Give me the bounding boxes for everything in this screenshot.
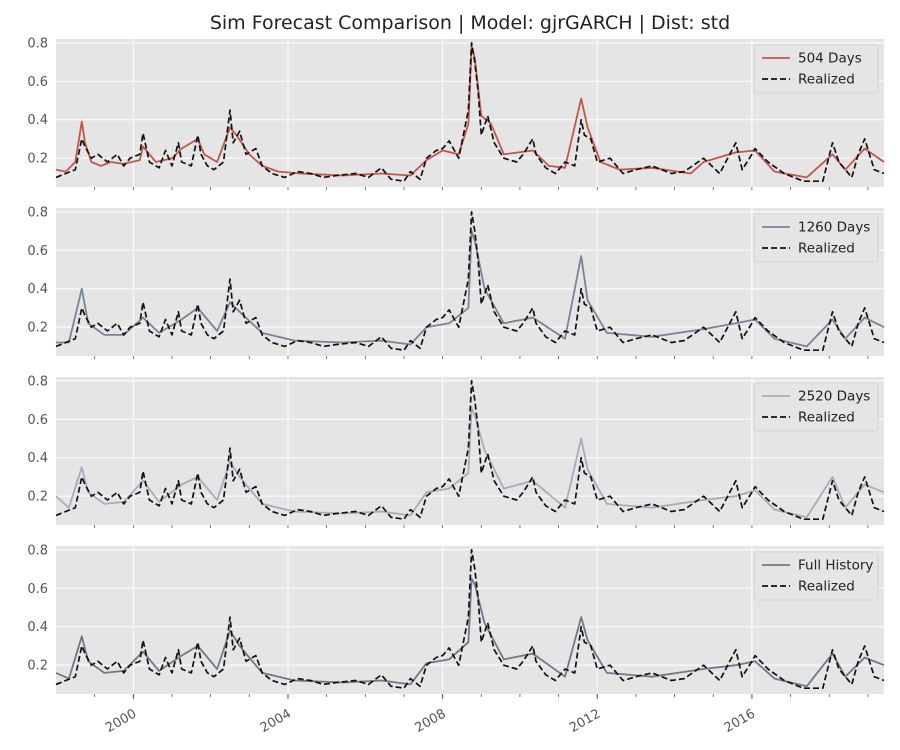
realized-line bbox=[55, 210, 885, 352]
legend: Full History Realized bbox=[753, 551, 879, 601]
y-tick-label: 0.2 bbox=[27, 152, 48, 167]
series-line-2520-days bbox=[55, 406, 885, 519]
x-tick-label: 2000 bbox=[103, 706, 139, 736]
y-tick-label: 0.2 bbox=[27, 659, 48, 674]
legend-label-realized: Realized bbox=[798, 410, 855, 426]
legend-box bbox=[753, 551, 879, 601]
legend-box bbox=[753, 44, 879, 94]
legend-box bbox=[753, 382, 879, 432]
y-tick-label: 0.6 bbox=[27, 244, 48, 259]
y-tick-label: 0.6 bbox=[27, 75, 48, 90]
legend-label-series: Full History bbox=[798, 558, 873, 574]
x-tick-label: 2016 bbox=[722, 706, 758, 736]
series-line-504-days bbox=[55, 45, 885, 179]
y-tick-label: 0.6 bbox=[27, 413, 48, 428]
realized-line bbox=[55, 379, 885, 521]
series-line-1260-days bbox=[56, 230, 885, 348]
legend-label-series: 2520 Days bbox=[798, 389, 870, 405]
panel-2: 0.2 0.4 0.6 0.8 1260 Days Realized bbox=[27, 205, 885, 359]
panel-4: 0.2 0.4 0.6 0.8 Full History Realized bbox=[27, 543, 885, 697]
y-tick-label: 0.4 bbox=[27, 113, 48, 128]
y-tick-label: 0.8 bbox=[27, 543, 48, 558]
y-tick-label: 0.4 bbox=[27, 451, 48, 466]
legend: 1260 Days Realized bbox=[753, 213, 879, 263]
legend-label-realized: Realized bbox=[798, 579, 855, 595]
x-tick-label: 2008 bbox=[412, 706, 448, 736]
y-tick-label: 0.8 bbox=[27, 374, 48, 389]
legend-label-realized: Realized bbox=[798, 241, 855, 257]
series-line-full-history bbox=[55, 577, 885, 688]
x-tick-label: 2012 bbox=[567, 706, 603, 736]
legend-label-series: 1260 Days bbox=[798, 220, 870, 236]
realized-line bbox=[55, 548, 885, 690]
x-axis: 2000 2004 2008 2012 2016 bbox=[103, 694, 758, 736]
y-tick-label: 0.4 bbox=[27, 282, 48, 297]
y-tick-label: 0.8 bbox=[27, 205, 48, 220]
legend: 504 Days Realized bbox=[753, 44, 879, 94]
y-tick-label: 0.8 bbox=[27, 36, 48, 51]
legend-box bbox=[753, 213, 879, 263]
y-tick-label: 0.2 bbox=[27, 490, 48, 505]
panel-3: 0.2 0.4 0.6 0.8 2520 Days Realized bbox=[27, 374, 885, 528]
chart-title: Sim Forecast Comparison | Model: gjrGARC… bbox=[210, 12, 730, 34]
y-tick-label: 0.2 bbox=[27, 321, 48, 336]
x-tick-label: 2004 bbox=[258, 706, 294, 736]
panel-1: 0.2 0.4 0.6 0.8 504 Days Realized bbox=[27, 36, 885, 190]
legend: 2520 Days Realized bbox=[753, 382, 879, 432]
realized-line bbox=[55, 41, 885, 183]
y-tick-label: 0.6 bbox=[27, 582, 48, 597]
y-tick-label: 0.4 bbox=[27, 620, 48, 635]
legend-label-series: 504 Days bbox=[798, 51, 862, 67]
legend-label-realized: Realized bbox=[798, 72, 855, 88]
panels: 0.2 0.4 0.6 0.8 504 Days Realized 0.2 0.4 0.6 0.8… bbox=[27, 36, 885, 697]
